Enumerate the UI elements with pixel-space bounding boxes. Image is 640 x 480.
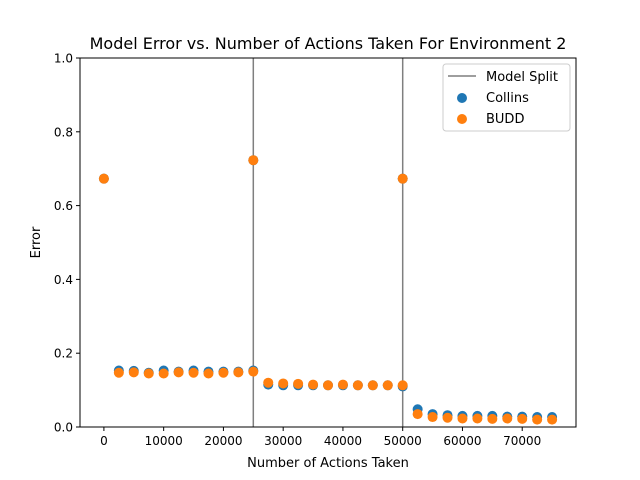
budd-point <box>218 367 229 378</box>
legend-budd-marker <box>457 114 467 124</box>
budd-point <box>263 377 274 388</box>
x-tick-label: 20000 <box>204 434 242 448</box>
x-tick-label: 50000 <box>384 434 422 448</box>
x-axis-label: Number of Actions Taken <box>247 456 409 471</box>
budd-point <box>293 378 304 389</box>
budd-point <box>188 367 199 378</box>
x-tick-label: 10000 <box>145 434 183 448</box>
budd-point <box>128 367 139 378</box>
axes-frame <box>79 57 577 428</box>
budd-point <box>442 412 453 423</box>
budd-point <box>308 379 319 390</box>
budd-point <box>532 414 543 425</box>
budd-point <box>367 380 378 391</box>
budd-point <box>323 380 333 391</box>
budd-point <box>487 413 498 424</box>
budd-point <box>143 368 154 379</box>
budd-point <box>352 380 363 391</box>
budd-point <box>502 413 513 424</box>
budd-point <box>203 368 214 379</box>
budd-point <box>412 409 423 420</box>
plot-marks <box>98 58 558 427</box>
budd-point <box>382 380 393 391</box>
y-tick-label: 1.0 <box>54 52 73 66</box>
budd-point <box>547 414 558 425</box>
legend: Model Split Collins BUDD <box>442 63 571 132</box>
budd-point <box>158 368 169 379</box>
budd-point <box>173 367 184 378</box>
chart-title: Model Error vs. Number of Actions Taken … <box>90 34 567 53</box>
legend-box <box>442 63 571 132</box>
legend-budd-label: BUDD <box>486 112 524 127</box>
x-tick-label: 60000 <box>443 434 481 448</box>
legend-collins-marker <box>457 93 467 103</box>
y-tick-label: 0.8 <box>54 125 73 139</box>
budd-point <box>248 366 259 377</box>
y-tick-label: 0.2 <box>54 347 73 361</box>
budd-point <box>98 173 109 184</box>
budd-point <box>472 413 483 424</box>
y-tick-label: 0.6 <box>54 199 73 213</box>
legend-model-split-label: Model Split <box>486 70 558 85</box>
budd-point <box>278 378 289 389</box>
budd-point <box>233 367 244 378</box>
budd-point <box>248 155 259 166</box>
budd-point <box>427 412 438 423</box>
y-tick-label: 0.0 <box>54 421 73 435</box>
axis-ticks: 0 10000 20000 30000 40000 50000 60000 70000 0.0 0… <box>54 52 541 449</box>
x-tick-label: 40000 <box>324 434 362 448</box>
budd-point <box>337 379 348 390</box>
budd-point <box>397 173 408 184</box>
x-tick-label: 70000 <box>503 434 541 448</box>
budd-point <box>113 367 124 378</box>
y-axis-label: Error <box>29 226 44 258</box>
x-tick-label: 0 <box>100 434 108 448</box>
legend-collins-label: Collins <box>486 91 529 106</box>
budd-point <box>517 413 528 424</box>
budd-point <box>397 380 408 391</box>
y-tick-label: 0.4 <box>54 273 73 287</box>
budd-point <box>457 413 468 424</box>
x-tick-label: 30000 <box>264 434 302 448</box>
